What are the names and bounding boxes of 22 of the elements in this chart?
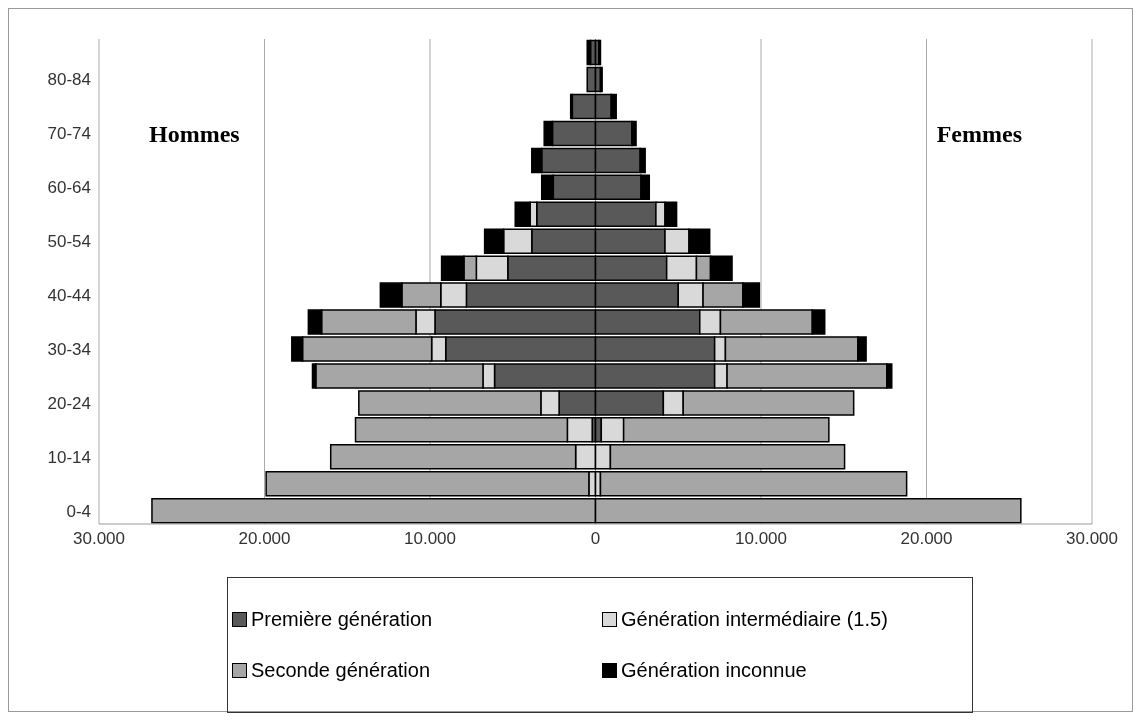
y-tick-label: 30-34 [47,339,91,359]
x-tick-label: 10.000 [404,529,456,549]
x-tick-label: 20.000 [238,529,291,549]
y-tick-label: 10-14 [47,447,91,467]
y-tick-label: 80-84 [47,70,91,90]
legend-label: Seconde génération [251,659,431,682]
x-tick-label: 30.000 [1066,529,1118,549]
y-tick-label: 70-74 [47,124,91,144]
y-tick-label: 0-4 [66,501,91,521]
legend-label: Génération inconnue [621,659,807,682]
y-tick-label: 50-54 [47,232,91,252]
x-tick-label: 30.000 [73,529,125,549]
annotation: Femmes [936,121,1022,148]
y-tick-label: 40-44 [47,286,91,306]
annotation: Hommes [149,121,240,148]
legend-label: Première génération [251,608,433,631]
y-tick-label: 20-24 [47,393,91,413]
y-tick-label: 60-64 [47,178,91,198]
x-tick-label: 10.000 [735,529,787,549]
x-tick-label: 20.000 [900,529,953,549]
x-tick-label: 0 [590,529,601,549]
legend-label: Génération intermédiaire (1.5) [621,608,888,631]
